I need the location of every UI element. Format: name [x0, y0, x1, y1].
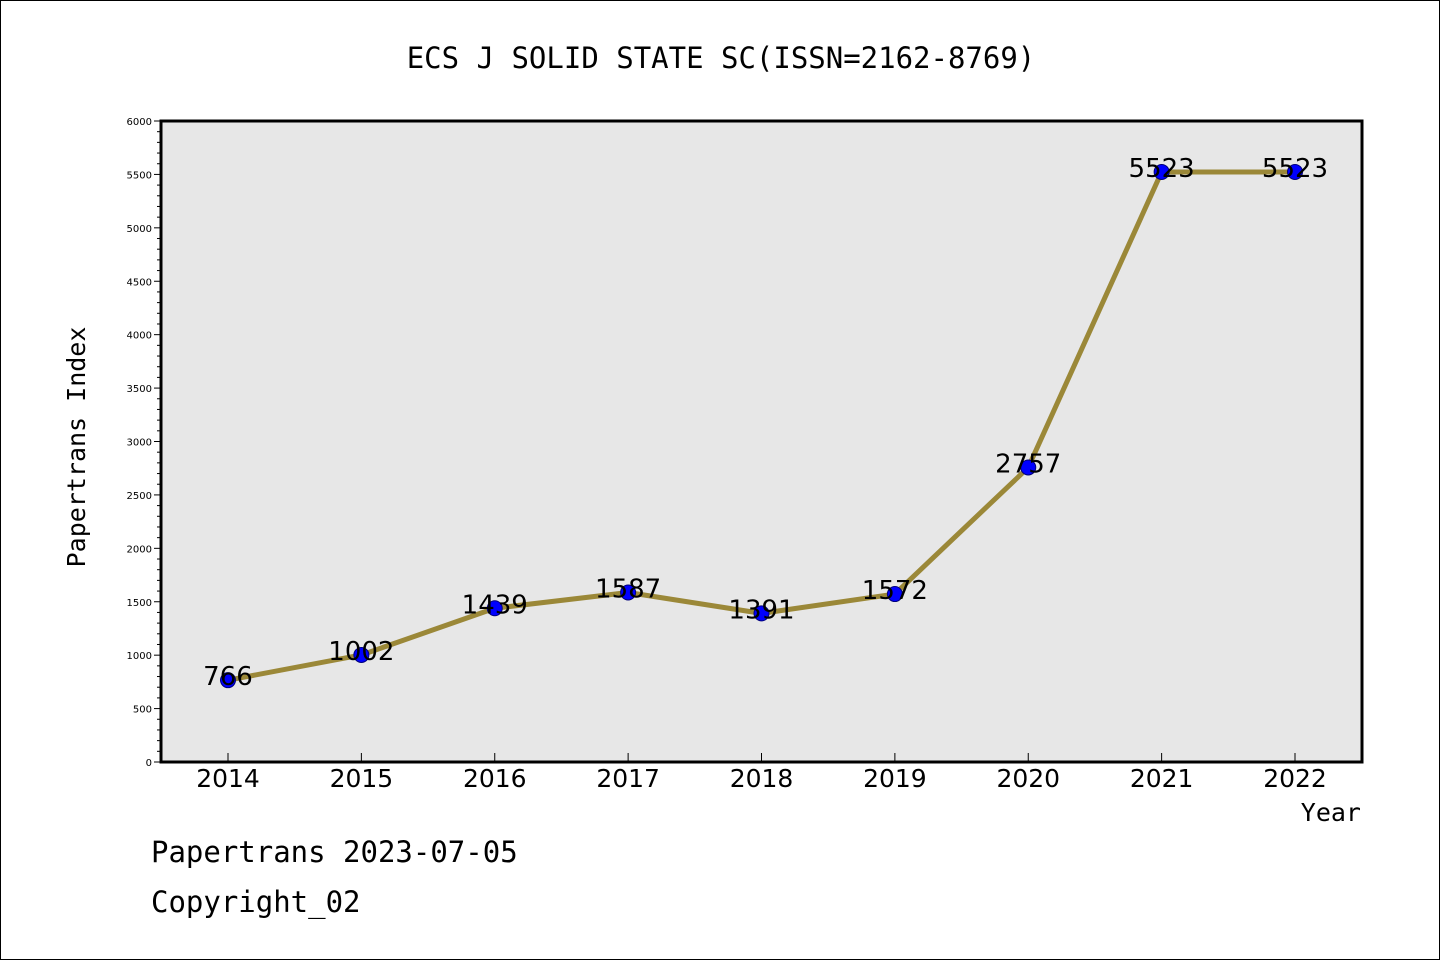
x-tick-label: 2014 [196, 764, 260, 793]
footer-date-line: Papertrans 2023-07-05 [151, 835, 518, 869]
y-tick-label: 2500 [127, 491, 152, 502]
data-label: 2757 [995, 449, 1061, 479]
data-labels: 766 1002 1439 1587 1391 1572 2757 5523 5523 [203, 154, 1328, 692]
chart-title: ECS J SOLID STATE SC(ISSN=2162-8769) [407, 41, 1036, 75]
y-axis-label: Papertrans Index [62, 327, 91, 568]
data-point [220, 672, 236, 689]
data-label: 1002 [328, 637, 394, 667]
data-label: 5523 [1129, 154, 1195, 184]
y-tick-label: 0 [146, 758, 152, 769]
y-tick-label: 500 [133, 705, 152, 716]
data-label: 1439 [462, 590, 528, 620]
x-tick-label: 2015 [330, 764, 394, 793]
data-point [1020, 459, 1037, 476]
data-label: 1587 [595, 574, 661, 604]
y-tick-label: 4500 [127, 277, 152, 288]
data-label: 766 [203, 662, 253, 692]
x-tick-label: 2018 [730, 764, 794, 793]
y-tick-label: 5000 [127, 224, 152, 235]
y-tick-label: 3000 [127, 438, 152, 449]
data-point [753, 605, 770, 622]
x-tick-label: 2020 [996, 764, 1060, 793]
data-point [486, 600, 503, 617]
y-tick-label: 1000 [127, 651, 152, 662]
y-tick-label: 4000 [127, 331, 152, 342]
data-label: 1572 [862, 576, 928, 606]
y-tick-label: 5500 [127, 170, 152, 181]
data-label: 1391 [728, 595, 794, 625]
y-tick-label: 2000 [127, 544, 152, 555]
y-tick-label: 3500 [127, 384, 152, 395]
x-tick-label: 2017 [596, 764, 660, 793]
footer-copyright: Copyright_02 [151, 885, 361, 919]
x-axis: 2014 2015 2016 2017 2018 2019 2020 2021 2022 [196, 753, 1327, 793]
data-point [620, 584, 637, 601]
y-tick-label: 6000 [127, 117, 152, 128]
x-tick-label: 2019 [863, 764, 927, 793]
x-tick-label: 2022 [1263, 764, 1327, 793]
x-axis-label: Year [1301, 798, 1361, 827]
series-layer [220, 163, 1303, 689]
data-point [1287, 163, 1303, 180]
data-point [1153, 163, 1170, 180]
x-tick-label: 2021 [1130, 764, 1194, 793]
y-axis: 0 500 1000 1500 2000 2500 3000 3500 4000 4500 5000… [127, 117, 161, 769]
data-label: 5523 [1262, 154, 1328, 184]
x-tick-label: 2016 [463, 764, 527, 793]
data-point [886, 586, 903, 603]
y-tick-label: 1500 [127, 598, 152, 609]
data-point [353, 646, 370, 663]
